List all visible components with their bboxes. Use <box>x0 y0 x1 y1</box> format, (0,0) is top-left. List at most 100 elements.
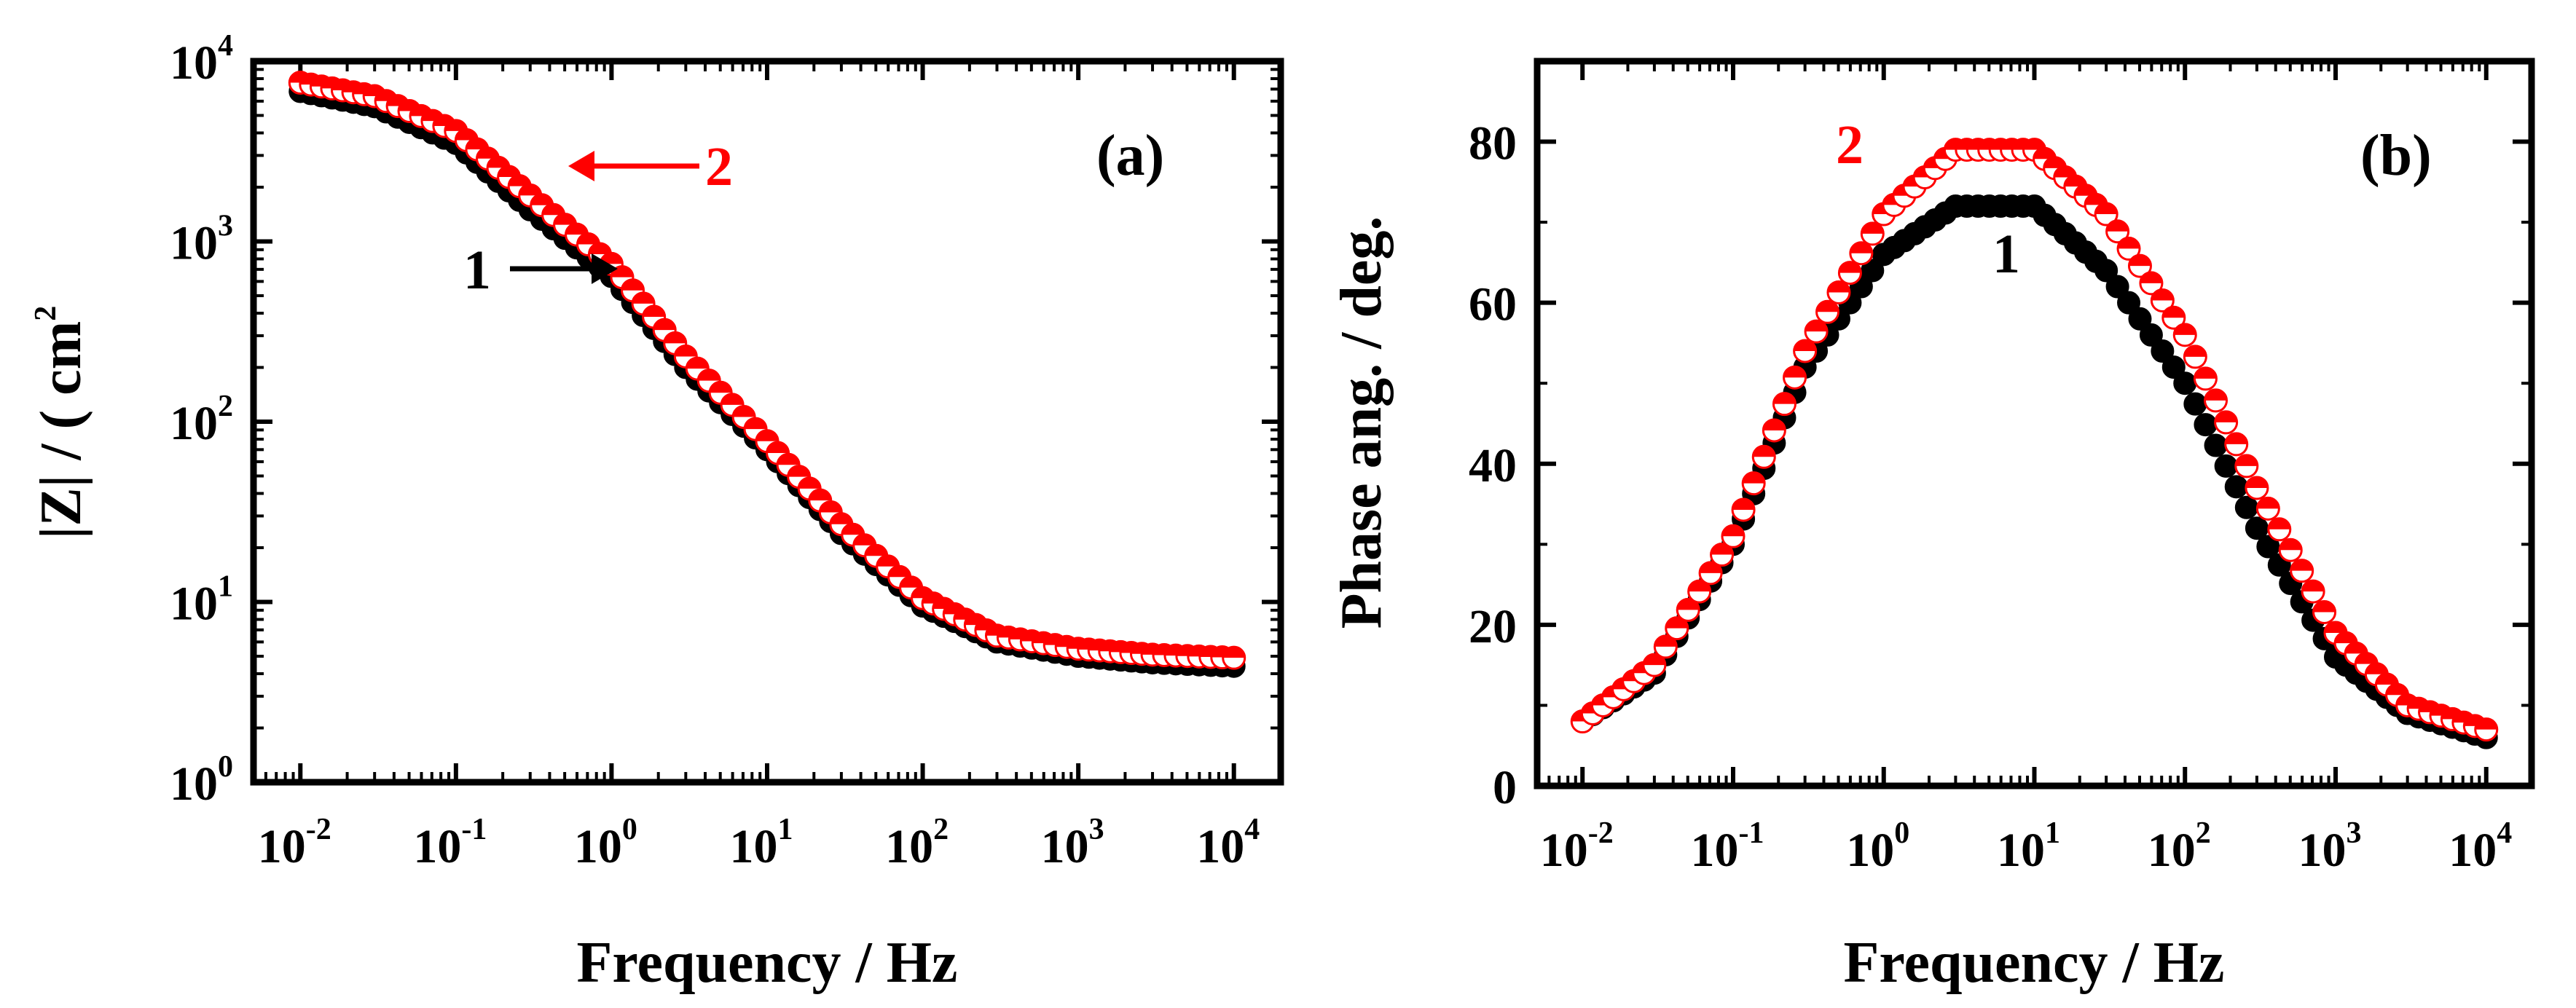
panel-a-y-axis-title-sup: 2 <box>29 306 63 321</box>
panel-a-annotation-2-text: 2 <box>705 136 733 197</box>
panel-b-series-2-marker-half <box>2106 220 2129 232</box>
panel-b-series-2-marker <box>1860 221 1885 246</box>
panel-b-series-2-marker-half <box>2118 237 2140 249</box>
panel-b-y-axis-title: Phase ang. / deg. <box>1330 216 1394 629</box>
panel-b-series-2-marker-half <box>2194 367 2217 379</box>
panel-b-y-axis-title-group: Phase ang. / deg. <box>1330 216 1394 629</box>
panel-b-series-2-marker-half <box>1743 472 1765 484</box>
panel-b-series-2-marker-half <box>2313 601 2336 613</box>
panel-b-series-2-marker <box>2255 496 2280 521</box>
panel-b-series-2-marker-half <box>1839 261 1861 273</box>
panel-a-series-2-marker-half <box>841 524 864 535</box>
panel-a-series-2-marker-half <box>466 138 488 150</box>
panel-a-series-2-marker-half <box>865 545 887 556</box>
panel-b-series-1-data-point <box>2173 371 2197 395</box>
panel-b-y-tick-label: 0 <box>1493 761 1517 814</box>
panel-a-x-tick-label: 101 <box>730 813 793 873</box>
panel-a-series <box>288 70 1246 678</box>
panel-b-series-1-marker <box>2204 433 2228 457</box>
panel-b-series-2-marker-half <box>2279 539 2302 551</box>
panel-b-series-2-marker-half <box>1827 281 1850 293</box>
panel-b-series-2-marker <box>1837 261 1862 286</box>
panel-b-series-2-marker-half <box>1732 498 1755 510</box>
panel-a-series-2-marker-half <box>686 358 709 369</box>
panel-a-series-2 <box>288 70 1246 670</box>
panel-b-series-1-marker <box>2128 307 2152 331</box>
panel-a-series-2-marker-half <box>508 175 531 186</box>
panel-b-series-2-marker <box>2105 219 2130 244</box>
panel-b-series-1-marker <box>2214 454 2238 478</box>
panel-a-series-2-data-point-half <box>1222 647 1245 658</box>
panel-a-series-2-marker-half <box>621 279 644 291</box>
panel-b-series-2-data-point-half <box>2245 476 2268 488</box>
panel-a-series-2-marker-half <box>853 534 876 546</box>
panel-b-series-2-marker-half <box>2268 518 2290 529</box>
panel-a-series-2-marker-half <box>455 129 478 141</box>
panel-b-series <box>1570 138 2499 749</box>
panel-b-series-2-marker <box>1687 579 1712 604</box>
panel-b-series-2-data-point <box>2245 476 2269 500</box>
panel-b-phase-angle: 10-2 10-1 100 101 102 103 104 0 20 40 60 80 (b) Fre… <box>1330 58 2535 995</box>
panel-a-annotation-2-arrowhead <box>568 151 594 181</box>
panel-b-label: (b) <box>2360 124 2432 188</box>
panel-b-series-2-marker-half <box>2033 148 2056 160</box>
panel-b-series-2-marker-half <box>1816 301 1839 312</box>
panel-b-x-tick-label: 102 <box>2148 816 2211 877</box>
panel-b-x-tick-label: 10-1 <box>1690 816 1764 877</box>
panel-b-series-2-data-point-half <box>2325 621 2347 633</box>
panel-b-series-2-marker <box>2116 236 2141 261</box>
panel-b-annotation-2: 2 <box>1836 114 1864 176</box>
panel-b-series-2-marker-half <box>2386 684 2408 696</box>
panel-b-series-2-marker-half <box>2064 176 2086 187</box>
panel-a-series-2-marker-half <box>589 243 611 254</box>
panel-b-series-2-data-point <box>1721 524 1746 548</box>
panel-b-series-2-marker-half <box>2129 255 2151 267</box>
panel-b-series-2-marker-half <box>1783 366 1806 378</box>
panel-a-series-2-marker-half <box>876 555 899 567</box>
panel-a-series-2-marker-half <box>664 332 686 344</box>
panel-b-series-2-marker-half <box>2215 411 2237 422</box>
panel-b-x-tick-label: 10-2 <box>1540 816 1614 877</box>
panel-b-series-2-data-point <box>2474 717 2499 742</box>
panel-a-series-2-data-point-half <box>756 430 778 441</box>
panel-b-series-2-marker <box>2267 517 2292 542</box>
panel-b-annotation-1: 1 <box>1992 224 2020 285</box>
panel-b-series-2-marker-half <box>2204 389 2227 401</box>
panel-b-series-2-marker <box>1741 471 1766 496</box>
panel-a-x-tick-label: 102 <box>885 813 949 873</box>
panel-b-series-2-marker <box>2290 559 2314 583</box>
panel-b-series-2-marker <box>2234 454 2259 479</box>
panel-a-series-2-marker-half <box>721 393 744 405</box>
panel-b-series-1-marker <box>2117 291 2141 315</box>
panel-b-series-2-marker-half <box>2043 157 2066 168</box>
panel-a-series-2-marker-half <box>798 477 821 489</box>
panel-b-series-2-marker <box>2224 432 2249 457</box>
panel-b-series-2-marker-half <box>1773 393 1796 404</box>
panel-a-series-2-marker-half <box>820 501 842 513</box>
panel-a-series-2-marker-half <box>733 406 755 417</box>
panel-b-ticks: 10-2 10-1 100 101 102 103 104 0 20 40 60 80 <box>1469 61 2533 877</box>
panel-a-series-2-data-point-half <box>675 345 697 357</box>
panel-b-series-2-marker <box>2301 579 2325 604</box>
panel-b-series-2-marker <box>1783 365 1807 390</box>
panel-b-series-1-marker <box>2151 339 2175 363</box>
panel-a-series-2-marker-half <box>900 576 922 588</box>
panel-b-x-axis-title: Frequency / Hz <box>1844 931 2225 995</box>
panel-b-series-2-data-point <box>1793 339 1818 363</box>
panel-b-series-2-marker-half <box>1850 242 1872 253</box>
panel-b-series-2-marker <box>1751 444 1776 469</box>
panel-b-series-2-data-point <box>2172 323 2197 347</box>
panel-b-series-2-data-point-half <box>2475 718 2497 730</box>
panel-b-series-2-marker-half <box>2345 642 2368 654</box>
panel-a-series-2-marker-half <box>710 382 732 393</box>
panel-b-series-2-marker <box>1804 319 1829 344</box>
panel-a-y-axis-title: |Z| / ( cm2 <box>29 306 93 540</box>
panel-a-annotation-1: 1 <box>463 240 618 301</box>
panel-b-y-tick-label: 80 <box>1469 117 1517 170</box>
panel-b-series-2-marker <box>2193 366 2218 391</box>
panel-a-series-2-marker-half <box>698 369 720 381</box>
panel-b-series-2-marker-half <box>2162 307 2185 318</box>
panel-a-series-2-marker-half <box>577 233 600 245</box>
panel-b-series-2-marker-half <box>2355 653 2378 664</box>
panel-b-series-2-marker-half <box>2376 674 2398 685</box>
